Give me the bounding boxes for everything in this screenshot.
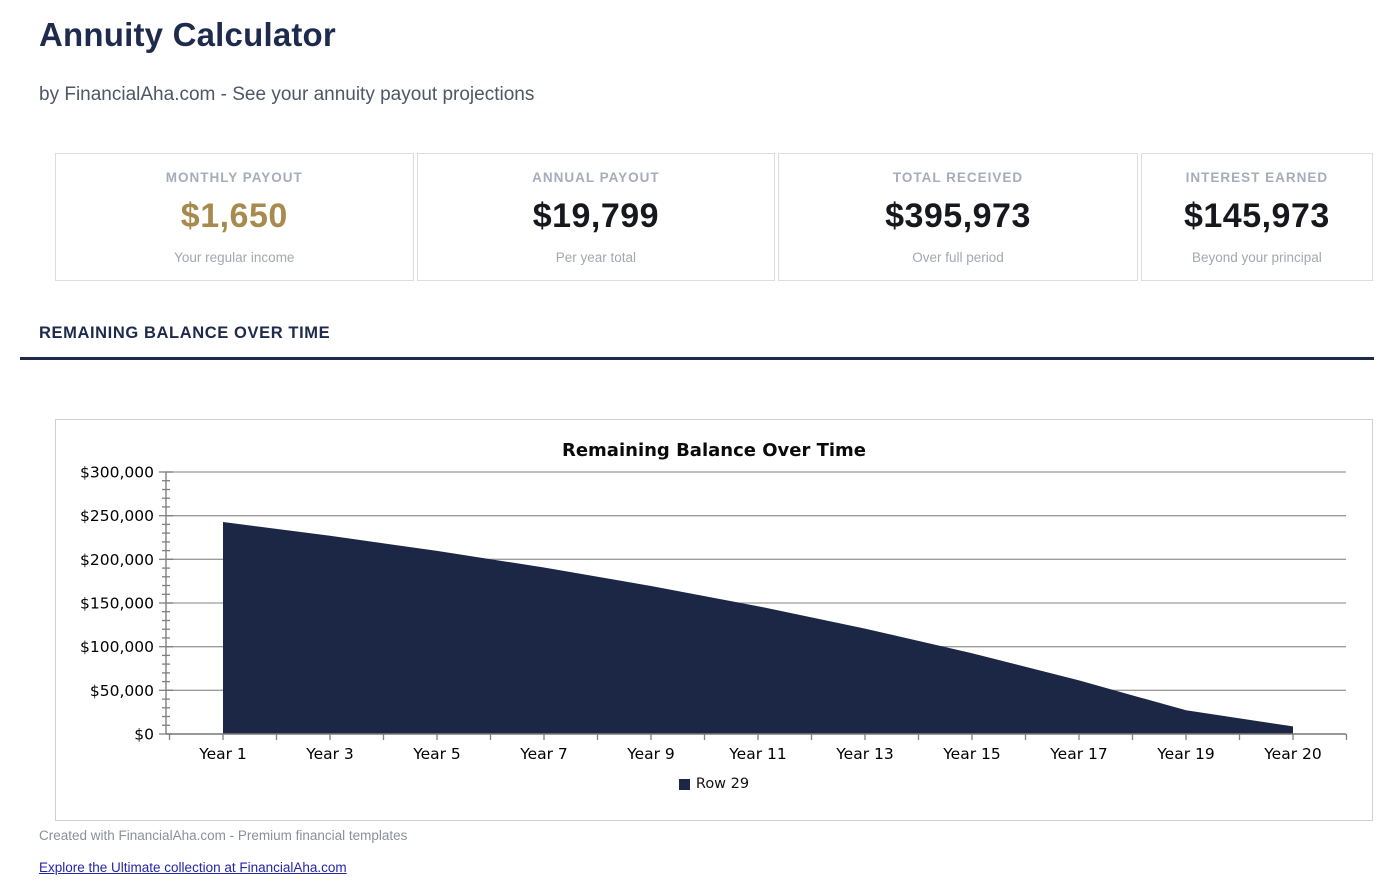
stat-value: $395,973: [885, 196, 1031, 235]
svg-text:$100,000: $100,000: [80, 638, 154, 656]
svg-text:Year 13: Year 13: [835, 745, 893, 763]
stat-subtext: Your regular income: [174, 249, 295, 265]
stat-card-annual-payout: ANNUAL PAYOUT $19,799 Per year total: [416, 153, 776, 281]
svg-text:$250,000: $250,000: [80, 507, 154, 525]
svg-text:$300,000: $300,000: [80, 464, 154, 482]
stat-card-monthly-payout: MONTHLY PAYOUT $1,650 Your regular incom…: [55, 153, 414, 281]
svg-text:$0: $0: [134, 726, 154, 744]
stat-label: INTEREST EARNED: [1185, 169, 1329, 185]
area-chart-canvas: $0 $50,000 $100,000 $150,000 $200,000 $250,00…: [80, 464, 1348, 763]
svg-text:$200,000: $200,000: [80, 551, 154, 569]
x-axis-labels: Year 1 Year 3 Year 5 Year 7 Year 9 Year 11 Yea…: [198, 745, 1322, 763]
svg-text:Year 5: Year 5: [412, 745, 461, 763]
svg-text:Year 11: Year 11: [728, 745, 786, 763]
svg-text:Year 15: Year 15: [942, 745, 1000, 763]
stat-value: $19,799: [532, 196, 660, 235]
section-header: REMAINING BALANCE OVER TIME: [20, 324, 1374, 360]
stat-subtext: Per year total: [555, 249, 637, 265]
page-subtitle: by FinancialAha.com - See your annuity p…: [39, 84, 535, 105]
stat-card-interest-earned: INTEREST EARNED $145,973 Beyond your pri…: [1140, 153, 1373, 281]
stat-label: TOTAL RECEIVED: [892, 169, 1024, 185]
area-series: [223, 522, 1293, 734]
svg-text:Year 3: Year 3: [305, 745, 354, 763]
footer-explore-link[interactable]: Explore the Ultimate collection at Finan…: [39, 860, 347, 875]
svg-text:Year 7: Year 7: [519, 745, 568, 763]
stats-row: MONTHLY PAYOUT $1,650 Your regular incom…: [55, 153, 1373, 281]
footer-credit: Created with FinancialAha.com - Premium …: [39, 828, 408, 843]
x-axis-ticks: [168, 734, 1348, 740]
y-axis-ticks: [159, 471, 173, 735]
legend-label: Row 29: [695, 776, 750, 792]
stat-value: $145,973: [1183, 196, 1330, 235]
svg-text:$50,000: $50,000: [90, 682, 154, 700]
stat-card-total-received: TOTAL RECEIVED $395,973 Over full period: [778, 153, 1138, 281]
stat-label: MONTHLY PAYOUT: [165, 169, 303, 185]
legend-swatch-icon: [678, 778, 690, 790]
chart-card: Remaining Balance Over Time $0 $50,000 $10…: [55, 419, 1373, 821]
svg-text:Year 17: Year 17: [1049, 745, 1107, 763]
svg-text:Year 20: Year 20: [1263, 745, 1321, 763]
chart-plot-area: $0 $50,000 $100,000 $150,000 $200,000 $250,00…: [56, 463, 1372, 774]
svg-text:$150,000: $150,000: [80, 595, 154, 613]
stat-subtext: Over full period: [912, 249, 1004, 265]
svg-text:Year 19: Year 19: [1156, 745, 1214, 763]
svg-text:Year 1: Year 1: [198, 745, 247, 763]
chart-legend: Row 29: [56, 776, 1372, 792]
svg-text:Year 9: Year 9: [626, 745, 675, 763]
stat-value: $1,650: [180, 196, 288, 235]
y-axis-labels: $0 $50,000 $100,000 $150,000 $200,000 $250,00…: [80, 464, 154, 744]
stat-subtext: Beyond your principal: [1191, 249, 1322, 265]
chart-title: Remaining Balance Over Time: [561, 440, 867, 461]
section-heading: REMAINING BALANCE OVER TIME: [39, 324, 331, 342]
stat-label: ANNUAL PAYOUT: [532, 169, 660, 185]
page-title: Annuity Calculator: [39, 16, 336, 53]
